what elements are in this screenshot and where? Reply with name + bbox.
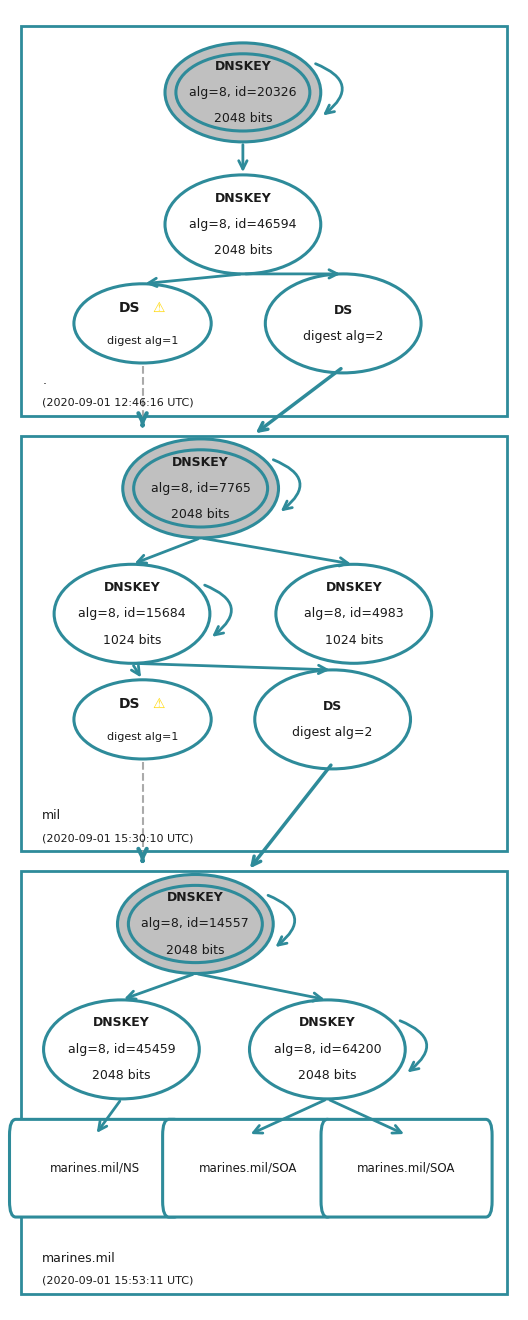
Text: digest alg=2: digest alg=2 — [303, 330, 383, 343]
Text: DNSKEY: DNSKEY — [172, 455, 229, 469]
Text: digest alg=2: digest alg=2 — [293, 726, 373, 739]
Text: ⚠: ⚠ — [152, 301, 165, 314]
Text: (2020-09-01 15:53:11 UTC): (2020-09-01 15:53:11 UTC) — [42, 1275, 194, 1286]
Ellipse shape — [117, 874, 274, 974]
Text: alg=8, id=14557: alg=8, id=14557 — [142, 917, 249, 931]
Text: DS: DS — [334, 304, 353, 317]
FancyBboxPatch shape — [163, 1119, 334, 1217]
Text: 2048 bits: 2048 bits — [172, 508, 230, 521]
Text: 2048 bits: 2048 bits — [214, 112, 272, 125]
Text: DNSKEY: DNSKEY — [325, 581, 382, 594]
Text: .: . — [42, 374, 46, 387]
FancyBboxPatch shape — [21, 436, 507, 851]
Text: DS: DS — [323, 700, 342, 713]
Ellipse shape — [250, 1001, 406, 1098]
Ellipse shape — [165, 42, 321, 141]
Text: alg=8, id=4983: alg=8, id=4983 — [304, 607, 403, 620]
Text: DNSKEY: DNSKEY — [167, 891, 224, 904]
Ellipse shape — [265, 275, 421, 374]
Text: DS: DS — [119, 301, 140, 314]
Text: digest alg=1: digest alg=1 — [107, 335, 178, 346]
Text: mil: mil — [42, 809, 61, 822]
Text: DNSKEY: DNSKEY — [214, 59, 271, 73]
Text: alg=8, id=64200: alg=8, id=64200 — [274, 1043, 381, 1056]
Text: DNSKEY: DNSKEY — [103, 581, 161, 594]
Ellipse shape — [276, 565, 432, 663]
FancyBboxPatch shape — [10, 1119, 181, 1217]
Text: alg=8, id=46594: alg=8, id=46594 — [189, 218, 297, 231]
Ellipse shape — [128, 886, 262, 962]
Text: alg=8, id=45459: alg=8, id=45459 — [68, 1043, 175, 1056]
FancyBboxPatch shape — [321, 1119, 492, 1217]
Ellipse shape — [134, 450, 268, 527]
Text: DS: DS — [119, 697, 140, 710]
Text: 2048 bits: 2048 bits — [298, 1069, 356, 1082]
Ellipse shape — [44, 1001, 200, 1098]
Text: alg=8, id=15684: alg=8, id=15684 — [78, 607, 186, 620]
Ellipse shape — [254, 671, 411, 768]
Text: marines.mil/NS: marines.mil/NS — [50, 1162, 140, 1175]
Text: alg=8, id=7765: alg=8, id=7765 — [150, 482, 251, 495]
Text: 1024 bits: 1024 bits — [103, 634, 161, 647]
Text: digest alg=1: digest alg=1 — [107, 731, 178, 742]
Text: DNSKEY: DNSKEY — [214, 191, 271, 205]
Text: DNSKEY: DNSKEY — [299, 1016, 356, 1030]
Text: 2048 bits: 2048 bits — [166, 944, 224, 957]
Ellipse shape — [74, 680, 211, 759]
Text: marines.mil/SOA: marines.mil/SOA — [199, 1162, 297, 1175]
Text: DNSKEY: DNSKEY — [93, 1016, 150, 1030]
Text: alg=8, id=20326: alg=8, id=20326 — [189, 86, 297, 99]
Text: 1024 bits: 1024 bits — [325, 634, 383, 647]
Text: (2020-09-01 15:30:10 UTC): (2020-09-01 15:30:10 UTC) — [42, 833, 194, 843]
Ellipse shape — [176, 54, 310, 131]
Text: (2020-09-01 12:46:16 UTC): (2020-09-01 12:46:16 UTC) — [42, 397, 194, 408]
Text: ⚠: ⚠ — [152, 697, 165, 710]
FancyBboxPatch shape — [21, 871, 507, 1294]
Text: 2048 bits: 2048 bits — [92, 1069, 150, 1082]
Ellipse shape — [74, 284, 211, 363]
Text: marines.mil/SOA: marines.mil/SOA — [357, 1162, 456, 1175]
Ellipse shape — [165, 176, 321, 275]
Ellipse shape — [123, 438, 279, 539]
Text: 2048 bits: 2048 bits — [214, 244, 272, 257]
FancyBboxPatch shape — [21, 26, 507, 416]
Text: marines.mil: marines.mil — [42, 1251, 116, 1265]
Ellipse shape — [54, 565, 210, 663]
